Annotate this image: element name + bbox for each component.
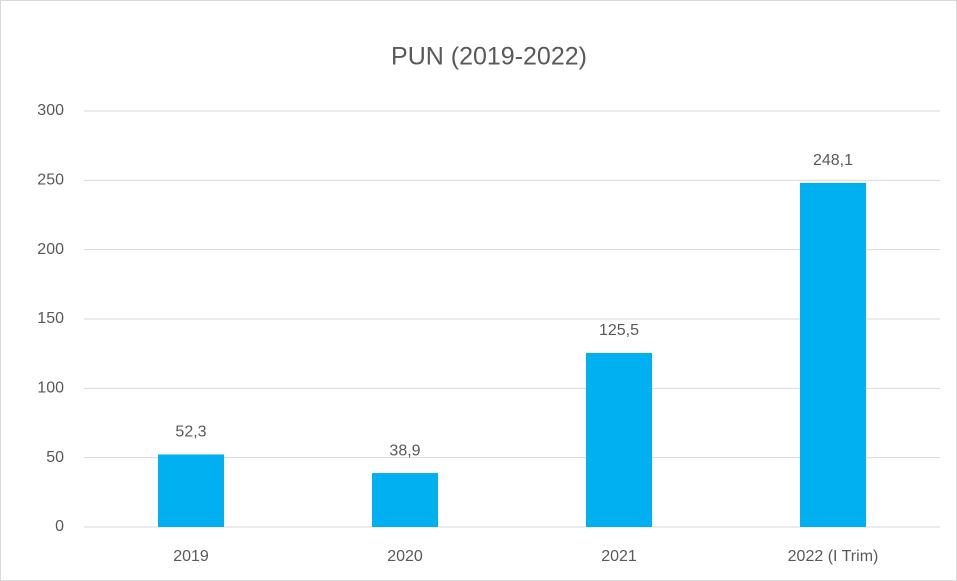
y-tick-label: 150 xyxy=(37,310,64,327)
x-tick-label: 2022 (I Trim) xyxy=(788,548,879,565)
value-label: 52,3 xyxy=(175,424,206,441)
value-label: 248,1 xyxy=(813,152,853,169)
y-tick-label: 250 xyxy=(37,172,64,189)
y-tick-label: 200 xyxy=(37,241,64,258)
bar xyxy=(372,473,438,527)
y-tick-label: 300 xyxy=(37,102,64,119)
x-tick-label: 2019 xyxy=(173,548,209,565)
y-tick-label: 100 xyxy=(37,380,64,397)
y-tick-label: 0 xyxy=(55,518,64,535)
x-tick-label: 2020 xyxy=(387,548,423,565)
value-label: 38,9 xyxy=(389,442,420,459)
bar xyxy=(800,182,866,527)
bar xyxy=(158,454,224,527)
value-label: 125,5 xyxy=(599,322,639,339)
bar xyxy=(586,352,652,527)
chart-title: PUN (2019-2022) xyxy=(391,43,587,71)
x-tick-label: 2021 xyxy=(601,548,637,565)
y-tick-label: 50 xyxy=(46,449,64,466)
